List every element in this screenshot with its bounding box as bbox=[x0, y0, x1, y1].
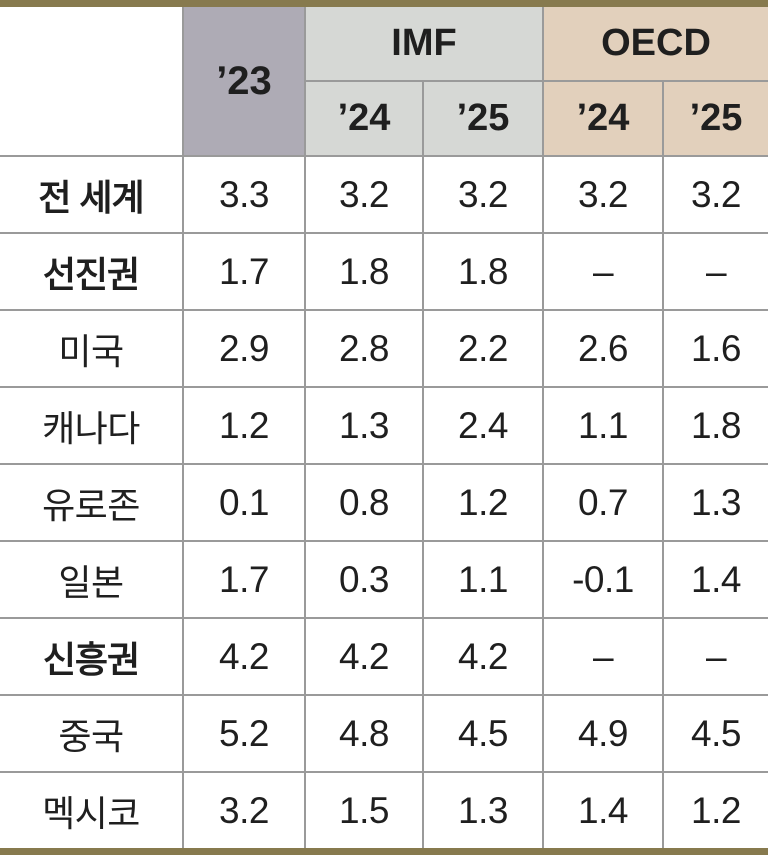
cell-value: 1.2 bbox=[422, 463, 544, 542]
table-row-china: 중국 5.2 4.8 4.5 4.9 4.5 bbox=[0, 694, 768, 773]
row-label: 유로존 bbox=[0, 463, 184, 542]
cell-value: 1.3 bbox=[304, 386, 424, 465]
row-label: 캐나다 bbox=[0, 386, 184, 465]
column-group-oecd: OECD bbox=[541, 7, 768, 82]
corner-cell bbox=[0, 7, 184, 157]
cell-value: 0.7 bbox=[542, 463, 664, 542]
table-row-eurozone: 유로존 0.1 0.8 1.2 0.7 1.3 bbox=[0, 463, 768, 542]
cell-value: – bbox=[661, 617, 768, 696]
cell-value: – bbox=[542, 232, 664, 311]
row-label: 신흥권 bbox=[0, 617, 184, 696]
cell-value: 4.2 bbox=[182, 617, 306, 696]
cell-value: 3.3 bbox=[182, 155, 306, 234]
cell-value: 1.3 bbox=[661, 463, 768, 542]
cell-value: 4.9 bbox=[542, 694, 664, 773]
cell-value: – bbox=[661, 232, 768, 311]
cell-value: 4.2 bbox=[304, 617, 424, 696]
table-row-usa: 미국 2.9 2.8 2.2 2.6 1.6 bbox=[0, 309, 768, 388]
cell-value: 5.2 bbox=[182, 694, 306, 773]
cell-value: 4.2 bbox=[422, 617, 544, 696]
cell-value: 2.2 bbox=[422, 309, 544, 388]
column-header-imf-25: ’25 bbox=[422, 80, 544, 157]
cell-value: 3.2 bbox=[542, 155, 664, 234]
row-label: 전 세계 bbox=[0, 155, 184, 234]
cell-value: -0.1 bbox=[542, 540, 664, 619]
cell-value: 2.8 bbox=[304, 309, 424, 388]
cell-value: 3.2 bbox=[304, 155, 424, 234]
cell-value: 4.5 bbox=[422, 694, 544, 773]
table-body: 전 세계 3.3 3.2 3.2 3.2 3.2 선진권 1.7 1.8 1.8… bbox=[0, 155, 768, 848]
table-row-world: 전 세계 3.3 3.2 3.2 3.2 3.2 bbox=[0, 155, 768, 234]
column-header-oecd-24: ’24 bbox=[542, 80, 664, 157]
table-row-japan: 일본 1.7 0.3 1.1 -0.1 1.4 bbox=[0, 540, 768, 619]
cell-value: 1.4 bbox=[542, 771, 664, 848]
cell-value: 1.2 bbox=[661, 771, 768, 848]
cell-value: 1.4 bbox=[661, 540, 768, 619]
column-group-imf: IMF bbox=[304, 7, 544, 82]
cell-value: 2.9 bbox=[182, 309, 306, 388]
cell-value: 1.2 bbox=[182, 386, 306, 465]
table-row-canada: 캐나다 1.2 1.3 2.4 1.1 1.8 bbox=[0, 386, 768, 465]
cell-value: 4.5 bbox=[661, 694, 768, 773]
cell-value: 0.3 bbox=[304, 540, 424, 619]
cell-value: 1.1 bbox=[422, 540, 544, 619]
column-header-imf-24: ’24 bbox=[305, 80, 424, 157]
row-label: 선진권 bbox=[0, 232, 184, 311]
column-header-oecd-25: ’25 bbox=[661, 80, 768, 157]
cell-value: 3.2 bbox=[422, 155, 544, 234]
cell-value: 1.3 bbox=[422, 771, 544, 848]
cell-value: – bbox=[542, 617, 664, 696]
column-header-2023: ’23 bbox=[182, 7, 306, 157]
cell-value: 3.2 bbox=[182, 771, 306, 848]
cell-value: 2.4 bbox=[422, 386, 544, 465]
cell-value: 1.7 bbox=[182, 540, 306, 619]
cell-value: 1.8 bbox=[661, 386, 768, 465]
row-label: 미국 bbox=[0, 309, 184, 388]
row-label: 일본 bbox=[0, 540, 184, 619]
cell-value: 0.1 bbox=[182, 463, 306, 542]
table-row-mexico: 멕시코 3.2 1.5 1.3 1.4 1.2 bbox=[0, 771, 768, 848]
forecast-table: ’23 IMF OECD ’24 ’25 ’24 ’25 전 세계 3.3 3.… bbox=[0, 7, 768, 848]
row-label: 중국 bbox=[0, 694, 184, 773]
cell-value: 1.1 bbox=[542, 386, 664, 465]
table-header: ’23 IMF OECD ’24 ’25 ’24 ’25 bbox=[0, 7, 768, 157]
cell-value: 2.6 bbox=[542, 309, 664, 388]
cell-value: 0.8 bbox=[304, 463, 424, 542]
cell-value: 1.8 bbox=[422, 232, 544, 311]
cell-value: 1.8 bbox=[304, 232, 424, 311]
row-label: 멕시코 bbox=[0, 771, 184, 848]
cell-value: 3.2 bbox=[661, 155, 768, 234]
cell-value: 4.8 bbox=[304, 694, 424, 773]
cell-value: 1.6 bbox=[661, 309, 768, 388]
cell-value: 1.5 bbox=[304, 771, 424, 848]
table-row-advanced: 선진권 1.7 1.8 1.8 – – bbox=[0, 232, 768, 311]
cell-value: 1.7 bbox=[182, 232, 306, 311]
table-row-emerging: 신흥권 4.2 4.2 4.2 – – bbox=[0, 617, 768, 696]
